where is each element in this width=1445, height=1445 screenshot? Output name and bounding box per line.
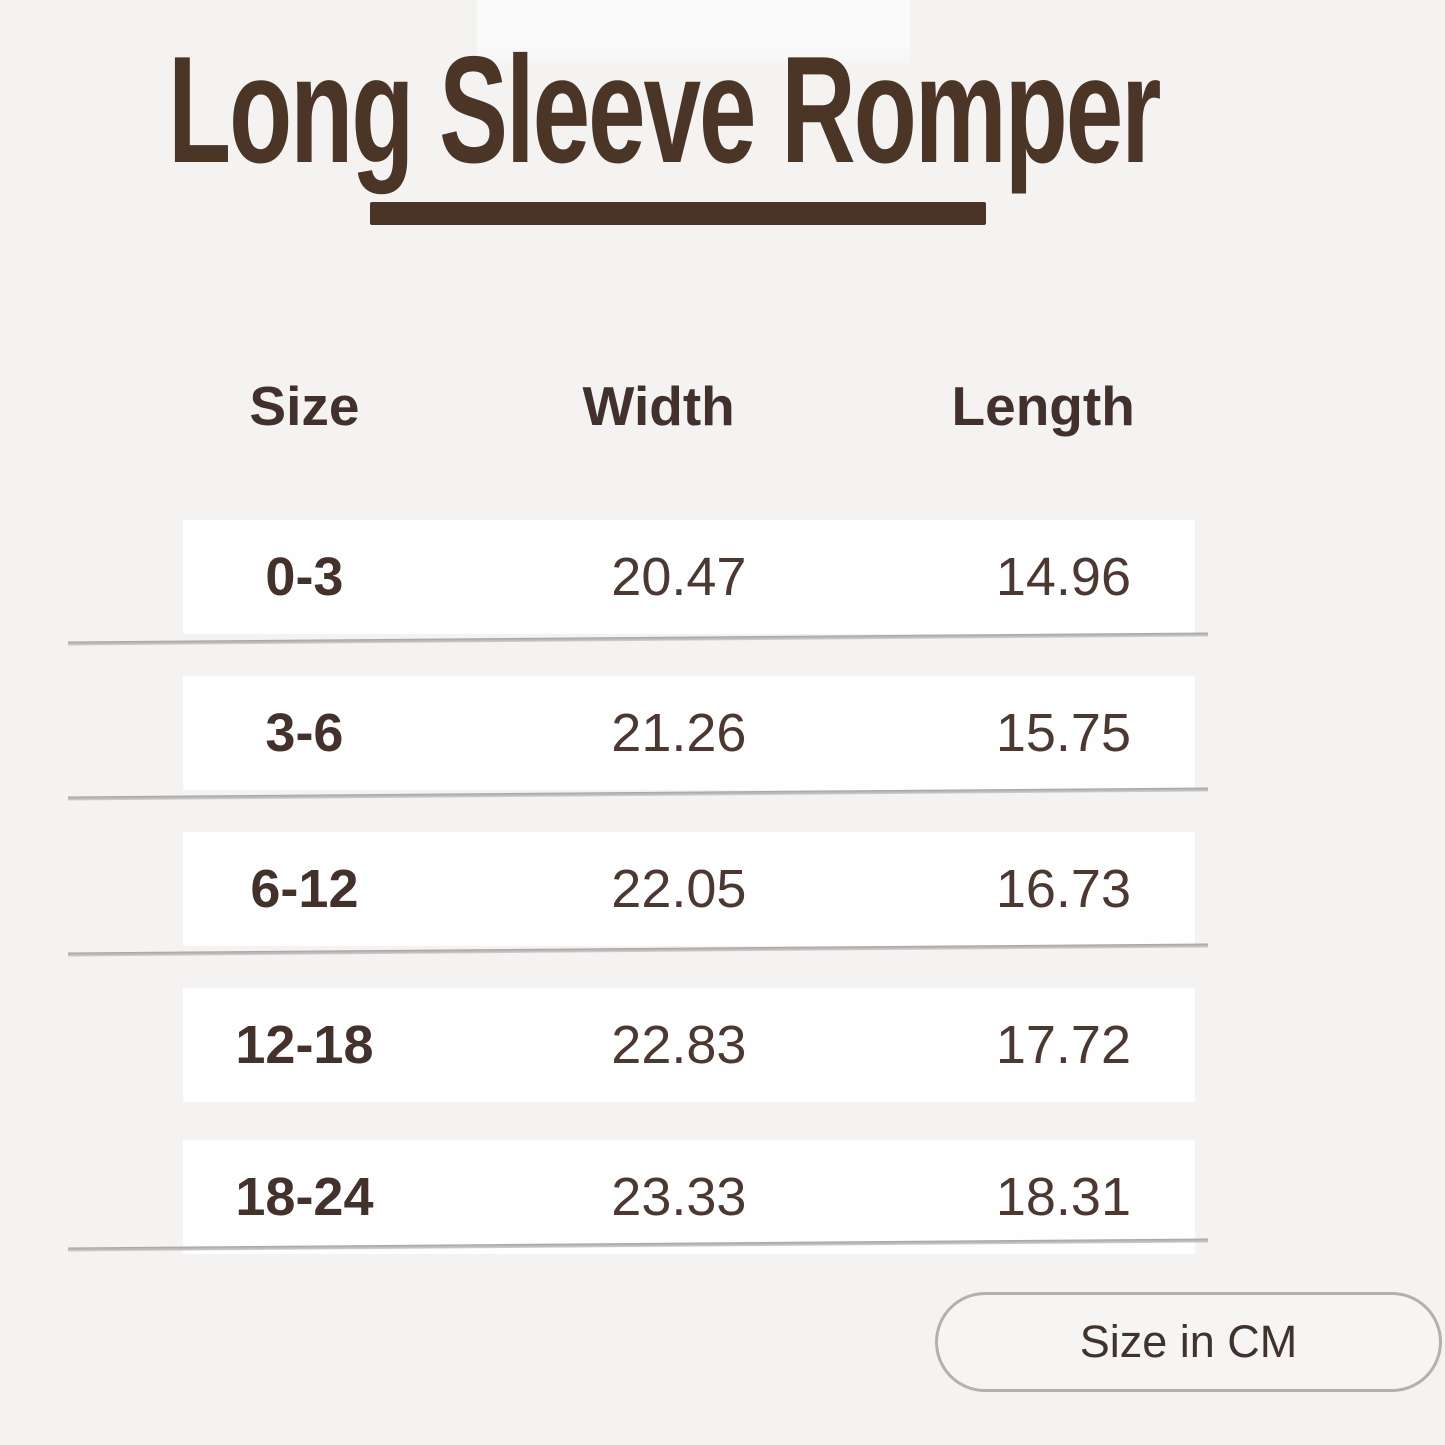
- top-highlight-band: [477, 0, 910, 72]
- table-row: 6-12 22.05 16.73: [183, 832, 1195, 946]
- width-cell: 21.26: [611, 703, 747, 763]
- size-cell: 6-12: [250, 859, 359, 919]
- width-cell: 22.83: [611, 1015, 747, 1075]
- unit-toggle-button[interactable]: Size in CM: [935, 1292, 1442, 1392]
- length-cell: 16.73: [995, 859, 1131, 919]
- column-header-length: Length: [951, 375, 1135, 437]
- row-divider: [68, 632, 1208, 646]
- length-cell: 17.72: [995, 1015, 1131, 1075]
- length-cell: 14.96: [995, 547, 1131, 607]
- width-cell: 23.33: [611, 1167, 747, 1227]
- unit-label: Size in CM: [1079, 1316, 1298, 1367]
- table-row: 18-24 23.33 18.31: [183, 1140, 1195, 1254]
- size-cell: 12-18: [235, 1015, 374, 1075]
- page-title: Long Sleeve Romper: [168, 25, 1161, 195]
- width-cell: 22.05: [611, 859, 747, 919]
- table-header: Size Width Length: [183, 374, 1195, 438]
- table-row: 0-3 20.47 14.96: [183, 520, 1195, 634]
- title-underline-bar: [370, 202, 986, 225]
- table-row: 3-6 21.26 15.75: [183, 676, 1195, 790]
- table-row: 12-18 22.83 17.72: [183, 988, 1195, 1102]
- column-header-size: Size: [249, 375, 360, 437]
- size-cell: 18-24: [235, 1167, 374, 1227]
- size-cell: 3-6: [265, 703, 344, 763]
- column-header-width: Width: [582, 375, 735, 437]
- length-cell: 15.75: [995, 703, 1131, 763]
- length-cell: 18.31: [995, 1167, 1131, 1227]
- width-cell: 20.47: [611, 547, 747, 607]
- size-cell: 0-3: [265, 547, 344, 607]
